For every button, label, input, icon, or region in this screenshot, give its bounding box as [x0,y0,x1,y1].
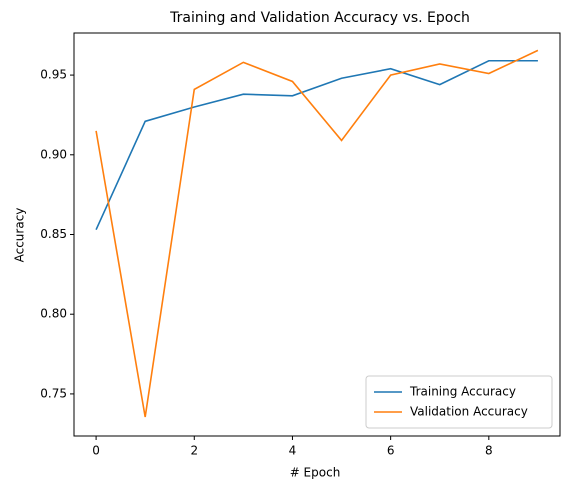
y-axis-label: Accuracy [13,208,27,263]
y-tick-label: 0.85 [40,227,67,241]
plot-frame [73,32,561,437]
x-tick-label: 8 [485,444,493,458]
x-tick-label: 6 [387,444,395,458]
x-tick-label: 2 [190,444,198,458]
chart-title: Training and Validation Accuracy vs. Epo… [169,10,470,26]
y-tick-label: 0.95 [40,68,67,82]
legend: Training Accuracy Validation Accuracy [365,375,553,429]
series-line [95,49,539,418]
x-tick-label: 0 [92,444,100,458]
y-tick-label: 0.80 [40,307,67,321]
y-tick-label: 0.90 [40,147,67,161]
x-tick-label: 4 [289,444,297,458]
legend-label: Validation Accuracy [410,405,528,419]
x-axis-label: # Epoch [290,466,341,480]
legend-label: Training Accuracy [409,385,516,399]
series-line [95,59,538,231]
y-tick-label: 0.75 [40,386,67,400]
legend-box [365,375,553,429]
